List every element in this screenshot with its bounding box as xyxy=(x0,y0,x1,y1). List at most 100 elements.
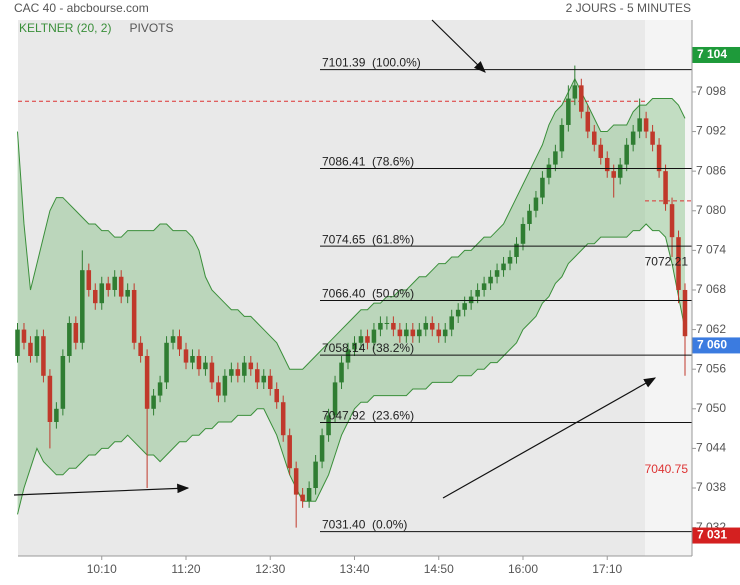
candle-body xyxy=(47,375,53,422)
candle-body xyxy=(60,355,66,409)
candle-body xyxy=(209,362,215,383)
candle-body xyxy=(21,329,27,343)
candle-body xyxy=(41,336,46,376)
candle-body xyxy=(540,177,545,198)
candle-body xyxy=(306,488,312,502)
candle-body xyxy=(267,375,273,389)
x-tick-label: 10:10 xyxy=(87,562,117,576)
candle-body xyxy=(475,289,480,297)
candle-body xyxy=(131,289,137,343)
candle-body xyxy=(429,322,435,330)
candle-body xyxy=(222,375,228,396)
y-tick-label: 7 056 xyxy=(696,361,726,375)
candle-body xyxy=(397,329,403,337)
candle-body xyxy=(326,415,331,436)
candle-body xyxy=(125,289,130,297)
candle-body xyxy=(449,316,454,330)
candle-body xyxy=(112,276,117,290)
after-session-shade xyxy=(645,20,692,556)
candle-body xyxy=(520,223,526,244)
candle-body xyxy=(319,435,325,462)
fib-label: 7058.14 (38.2%) xyxy=(322,341,414,355)
y-tick-label: 7 038 xyxy=(696,480,726,494)
candle-body xyxy=(566,98,571,125)
candle-body xyxy=(656,144,662,172)
candle-body xyxy=(553,151,558,165)
candle-body xyxy=(404,329,409,337)
candle-body xyxy=(99,283,105,304)
candle-body xyxy=(170,336,176,343)
price-marker xyxy=(692,46,740,63)
candle-body xyxy=(494,270,500,277)
candle-body xyxy=(261,375,267,383)
candle-body xyxy=(300,494,305,502)
candle-body xyxy=(164,342,169,383)
y-tick-label: 7 062 xyxy=(696,322,726,336)
candle-body xyxy=(442,329,448,337)
candle-body xyxy=(157,382,163,396)
candle-body xyxy=(352,342,357,350)
candle-body xyxy=(533,197,539,211)
candle-body xyxy=(293,468,299,495)
fib-label: 7031.40 (0.0%) xyxy=(322,518,407,532)
candle-body xyxy=(527,210,532,224)
candle-body xyxy=(371,329,377,343)
y-tick-label: 7 050 xyxy=(696,401,726,415)
candle-body xyxy=(196,355,202,370)
candle-body xyxy=(151,395,156,409)
candle-body xyxy=(235,369,241,376)
pivot-label: 7072.21 xyxy=(645,254,689,268)
chart-subtitle: 2 JOURS - 5 MINUTES xyxy=(566,1,691,15)
candle-body xyxy=(410,329,416,337)
y-tick-label: 7 068 xyxy=(696,282,726,296)
candle-body xyxy=(637,118,642,132)
drawn-arrow xyxy=(431,19,486,73)
candle-body xyxy=(559,124,565,152)
candle-body xyxy=(617,164,623,178)
candle-body xyxy=(118,276,124,297)
candle-body xyxy=(177,336,182,350)
candle-body xyxy=(384,322,390,324)
candle-body xyxy=(468,296,474,304)
price-marker-label: 7 060 xyxy=(697,338,727,352)
candle-body xyxy=(507,256,513,264)
price-marker-label: 7 104 xyxy=(697,47,727,61)
x-tick-label: 13:40 xyxy=(339,562,369,576)
candle-body xyxy=(579,85,584,112)
candle-body xyxy=(598,144,604,158)
candle-body xyxy=(462,303,467,310)
candle-body xyxy=(514,243,519,257)
candle-body xyxy=(15,329,20,356)
x-tick-label: 17:10 xyxy=(592,562,622,576)
y-tick-label: 7 092 xyxy=(696,124,726,138)
keltner-fill xyxy=(17,78,685,515)
candle-body xyxy=(365,336,370,343)
chart-title: CAC 40 - abcbourse.com xyxy=(14,1,149,15)
candle-body xyxy=(611,171,616,178)
candle-body xyxy=(643,118,649,132)
candle-body xyxy=(650,131,655,145)
drawn-arrow xyxy=(442,377,657,499)
candle-body xyxy=(287,435,292,469)
fib-label: 7101.39 (100.0%) xyxy=(322,56,421,70)
candle-body xyxy=(190,355,195,363)
candle-body xyxy=(274,388,279,403)
candle-body xyxy=(332,382,338,416)
drawn-arrow xyxy=(13,483,190,496)
fib-label: 7074.65 (61.8%) xyxy=(322,232,414,246)
candle-body xyxy=(481,283,487,290)
candle-body xyxy=(358,336,364,343)
candle-body xyxy=(229,369,234,376)
candle-body xyxy=(92,289,98,304)
candle-body xyxy=(216,382,221,396)
candle-body xyxy=(345,349,351,363)
y-tick-label: 7 044 xyxy=(696,441,726,455)
candle-body xyxy=(501,263,506,271)
candle-body xyxy=(669,204,675,238)
candle-body xyxy=(604,157,610,172)
candle-body xyxy=(391,322,396,330)
candle-body xyxy=(80,270,85,343)
candle-body xyxy=(67,322,72,356)
keltner-lower xyxy=(17,223,686,515)
